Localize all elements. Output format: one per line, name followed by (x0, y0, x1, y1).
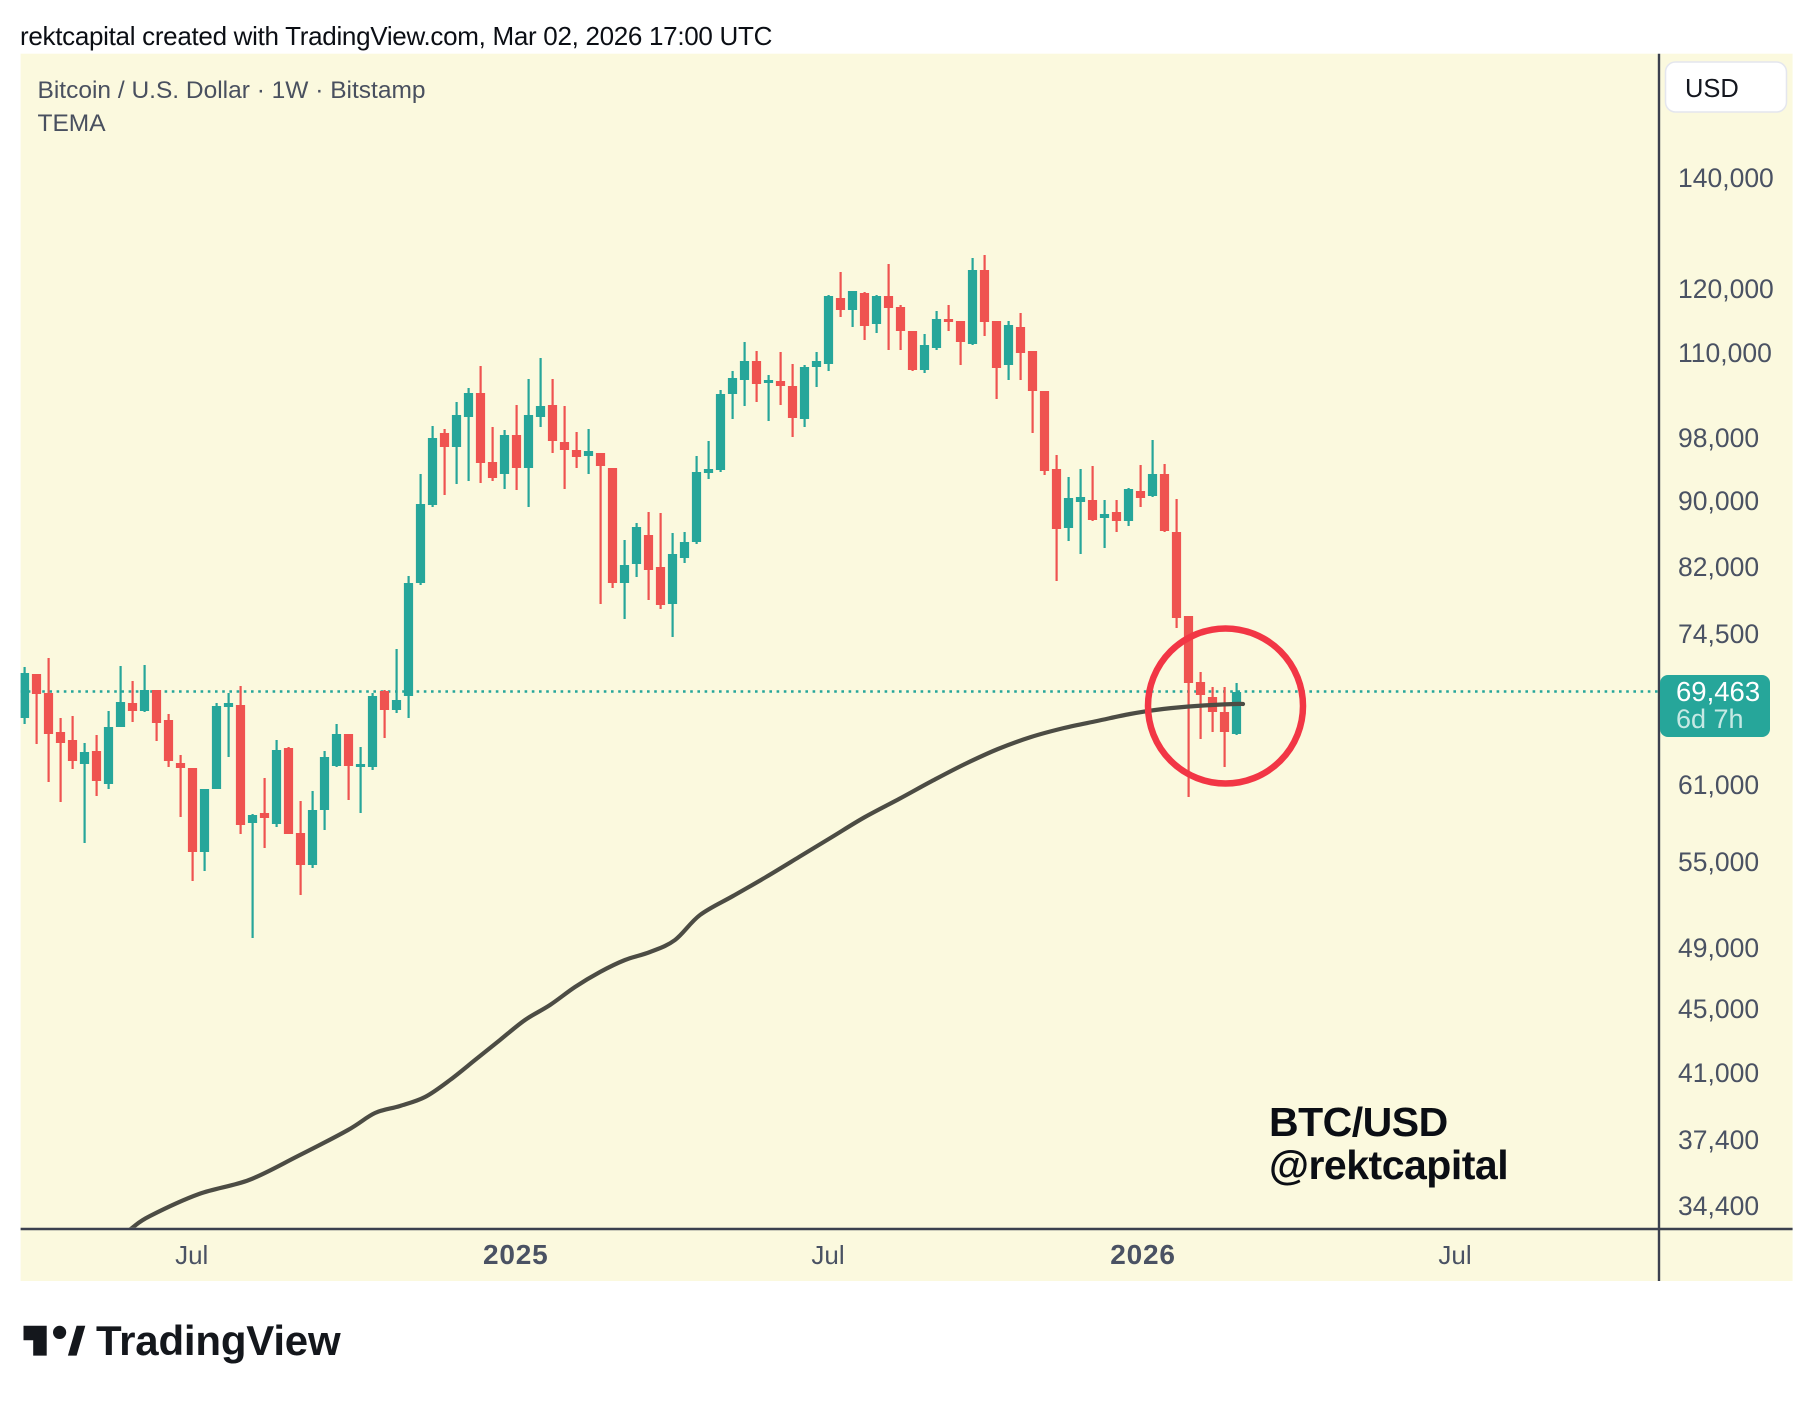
svg-text:41,000: 41,000 (1678, 1058, 1759, 1088)
svg-text:Bitcoin / U.S. Dollar · 1W · B: Bitcoin / U.S. Dollar · 1W · Bitstamp (38, 77, 426, 104)
svg-text:@rektcapital: @rektcapital (1269, 1142, 1508, 1188)
svg-text:Jul: Jul (811, 1240, 844, 1270)
svg-text:45,000: 45,000 (1678, 994, 1759, 1024)
svg-text:USD: USD (1685, 75, 1739, 103)
svg-text:Jul: Jul (175, 1240, 208, 1270)
svg-text:82,000: 82,000 (1678, 552, 1759, 582)
svg-text:120,000: 120,000 (1678, 274, 1774, 304)
svg-text:TEMA: TEMA (38, 110, 107, 137)
svg-text:TradingView: TradingView (96, 1317, 341, 1364)
svg-text:90,000: 90,000 (1678, 486, 1759, 516)
svg-text:34,400: 34,400 (1678, 1191, 1759, 1221)
svg-text:55,000: 55,000 (1678, 847, 1759, 877)
svg-text:2025: 2025 (483, 1239, 549, 1270)
svg-text:110,000: 110,000 (1678, 338, 1772, 368)
svg-text:98,000: 98,000 (1678, 423, 1759, 453)
svg-text:Jul: Jul (1438, 1240, 1471, 1270)
svg-text:74,500: 74,500 (1678, 619, 1759, 649)
svg-text:2026: 2026 (1110, 1239, 1176, 1270)
svg-text:rektcapital created with Tradi: rektcapital created with TradingView.com… (20, 21, 772, 51)
svg-text:69,463: 69,463 (1676, 676, 1760, 707)
svg-text:49,000: 49,000 (1678, 933, 1759, 963)
svg-text:140,000: 140,000 (1678, 163, 1774, 193)
svg-text:BTC/USD: BTC/USD (1269, 1099, 1448, 1145)
svg-text:6d 7h: 6d 7h (1676, 704, 1744, 734)
svg-text:61,000: 61,000 (1678, 770, 1759, 800)
svg-text:37,400: 37,400 (1678, 1125, 1759, 1155)
